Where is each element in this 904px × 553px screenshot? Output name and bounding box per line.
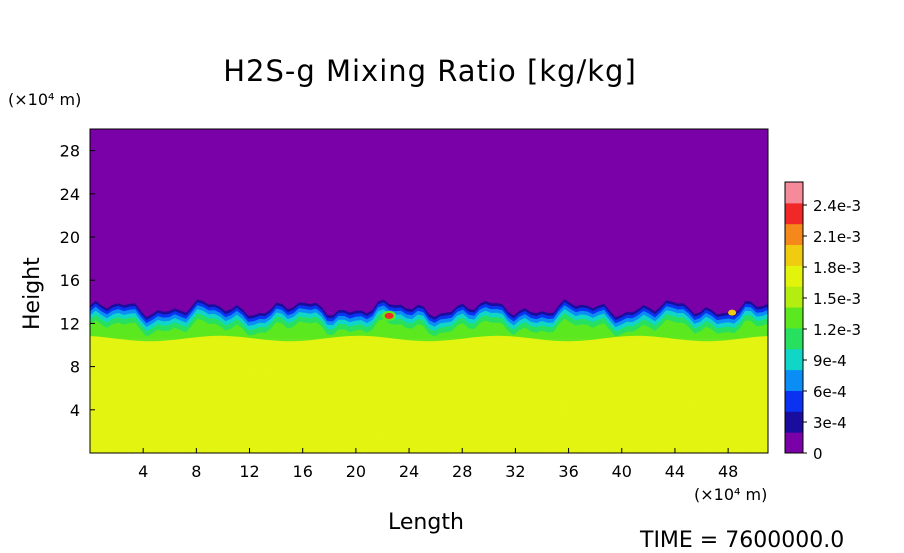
colorbar-swatch — [785, 348, 803, 371]
colorbar-swatch — [785, 369, 803, 391]
colorbar-level-label: 1.5e-3 — [813, 290, 861, 308]
y-tick-labels: 4 8 12 16 20 24 28 — [60, 142, 95, 420]
x-tick-label: 44 — [665, 462, 685, 481]
x-tick-label: 4 — [138, 462, 148, 481]
colorbar-level-label: 6e-4 — [813, 383, 847, 401]
colorbar-swatch — [785, 390, 803, 412]
colorbar-swatch — [785, 244, 803, 266]
colorbar-swatch — [785, 432, 803, 454]
edge-max-spot — [728, 309, 737, 316]
x-tick-label: 28 — [452, 462, 472, 481]
colorbar-swatch — [785, 202, 803, 225]
y-tick-label: 24 — [60, 185, 80, 204]
x-tick-label: 12 — [239, 462, 259, 481]
x-tick-label: 20 — [346, 462, 366, 481]
plot-frame — [89, 128, 769, 454]
y-tick-label: 28 — [60, 142, 80, 161]
y-tick-label: 12 — [60, 314, 80, 333]
x-tick-labels: 4 8 12 16 20 24 28 32 36 40 44 48 — [138, 448, 738, 481]
colorbar-level-label: 0 — [813, 445, 823, 463]
colorbar-level-label: 9e-4 — [813, 352, 847, 370]
x-tick-label: 32 — [505, 462, 525, 481]
x-tick-label: 24 — [399, 462, 419, 481]
colorbar-swatch — [785, 286, 803, 308]
heatmap-plot-area — [89, 128, 769, 454]
x-tick-label: 16 — [293, 462, 313, 481]
x-axis-unit: (×10⁴ m) — [694, 485, 768, 504]
local-max-core — [384, 312, 394, 319]
y-tick-label: 4 — [70, 401, 80, 420]
x-tick-label: 36 — [558, 462, 578, 481]
lower-layer-texture — [90, 338, 768, 453]
colorbar-swatch — [785, 327, 803, 350]
y-axis-unit: (×10⁴ m) — [8, 90, 82, 109]
y-tick-label: 20 — [60, 228, 80, 247]
x-tick-label: 48 — [718, 462, 738, 481]
chart-title: H2S-g Mixing Ratio [kg/kg] — [223, 54, 637, 88]
colorbar-swatch — [785, 265, 803, 287]
colorbar-level-label: 1.2e-3 — [813, 321, 861, 339]
colorbar-level-label: 2.1e-3 — [813, 228, 861, 246]
colorbar-swatch — [785, 223, 803, 246]
colorbar-swatch — [785, 411, 803, 433]
colorbar-level-label: 1.8e-3 — [813, 259, 861, 277]
colorbar-level-label: 3e-4 — [813, 414, 847, 432]
colorbar-swatch — [785, 307, 803, 329]
x-tick-label: 8 — [191, 462, 201, 481]
x-axis-label: Length — [388, 510, 464, 535]
y-tick-label: 16 — [60, 271, 80, 290]
colorbar-level-label: 2.4e-3 — [813, 197, 861, 215]
colorbar: 2.4e-3 2.1e-3 1.8e-3 1.5e-3 1.2e-3 9e-4 6e-4 3e… — [784, 181, 861, 463]
colorbar-frame — [784, 181, 804, 454]
y-tick-label: 8 — [70, 358, 80, 377]
colorbar-swatch — [785, 182, 803, 204]
x-tick-label: 40 — [612, 462, 632, 481]
